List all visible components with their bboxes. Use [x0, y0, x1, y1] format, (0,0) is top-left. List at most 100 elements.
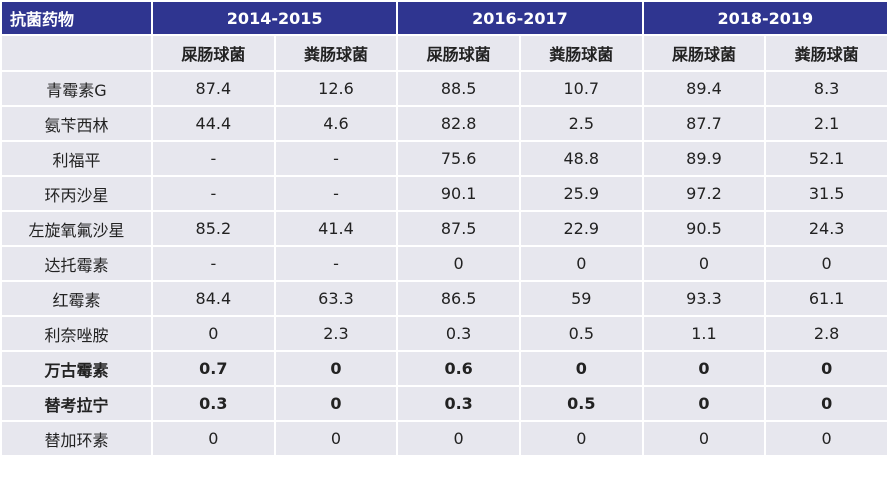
period-header: 2016-2017: [396, 0, 644, 36]
drug-name: 环丙沙星: [0, 175, 153, 212]
drug-name: 替加环素: [0, 420, 153, 457]
value-cell: 63.3: [273, 280, 399, 317]
value-cell: 22.9: [518, 210, 644, 247]
value-cell: 75.6: [396, 140, 521, 177]
value-cell: 59: [518, 280, 644, 317]
value-cell: 61.1: [764, 280, 889, 317]
value-cell: 0: [764, 350, 889, 387]
header-row: 抗菌药物 2014-2015 2016-2017 2018-2019: [0, 0, 889, 36]
value-cell: 90.1: [396, 175, 521, 212]
drug-name: 左旋氧氟沙星: [0, 210, 153, 247]
value-cell: 0.6: [396, 350, 521, 387]
value-cell: 0: [518, 245, 644, 282]
drug-name: 万古霉素: [0, 350, 153, 387]
value-cell: -: [273, 140, 399, 177]
value-cell: 87.7: [641, 105, 767, 142]
value-cell: -: [151, 140, 276, 177]
data-row: 青霉素G 87.4 12.6 88.5 10.7 89.4 8.3: [0, 70, 889, 107]
value-cell: -: [151, 245, 276, 282]
drug-name: 利福平: [0, 140, 153, 177]
value-cell: 25.9: [518, 175, 644, 212]
data-table: 抗菌药物 2014-2015 2016-2017 2018-2019 屎肠球菌 粪肠球…: [0, 0, 889, 457]
value-cell: 0: [518, 350, 644, 387]
drug-name: 达托霉素: [0, 245, 153, 282]
species-header: 屎肠球菌: [641, 34, 767, 72]
data-row: 达托霉素 - -0 0 0 0: [0, 245, 889, 282]
value-cell: 0: [764, 245, 889, 282]
value-cell: 1.1: [641, 315, 767, 352]
value-cell: 0: [273, 350, 399, 387]
value-cell: 0: [518, 420, 644, 457]
value-cell: 4.6: [273, 105, 399, 142]
value-cell: 0: [641, 245, 767, 282]
period-header: 2014-2015: [150, 0, 399, 36]
value-cell: 0.5: [518, 385, 644, 422]
value-cell: 41.4: [273, 210, 399, 247]
value-cell: 87.4: [151, 70, 276, 107]
data-row: 万古霉素 0.7 0 0.6 0 0 0: [0, 350, 889, 387]
value-cell: 97.2: [641, 175, 767, 212]
value-cell: 0.3: [396, 315, 521, 352]
value-cell: 52.1: [764, 140, 889, 177]
value-cell: 86.5: [396, 280, 521, 317]
value-cell: 24.3: [764, 210, 889, 247]
value-cell: 2.1: [764, 105, 889, 142]
data-row: 替加环素 0 0 0 0 0 0: [0, 420, 889, 457]
value-cell: 0: [641, 420, 767, 457]
value-cell: 0: [764, 420, 889, 457]
value-cell: 88.5: [396, 70, 521, 107]
species-header: 粪肠球菌: [518, 34, 644, 72]
value-cell: 0.3: [151, 385, 276, 422]
data-row: 红霉素 84.4 63.3 86.5 59 93.3 61.1: [0, 280, 889, 317]
table-body: 青霉素G 87.4 12.6 88.5 10.7 89.4 8.3 氨苄西林 44.4 4.6 82…: [0, 70, 889, 457]
value-cell: 89.4: [641, 70, 767, 107]
value-cell: 0: [151, 420, 276, 457]
empty-header: [0, 34, 153, 72]
drug-name: 红霉素: [0, 280, 153, 317]
value-cell: 2.5: [518, 105, 644, 142]
data-row: 环丙沙星 - -90.1 25.9 97.2 31.5: [0, 175, 889, 212]
value-cell: 31.5: [764, 175, 889, 212]
value-cell: 93.3: [641, 280, 767, 317]
subheader-row: 屎肠球菌 粪肠球菌 屎肠球菌 粪肠球菌 屎肠球菌 粪肠球菌: [0, 34, 889, 72]
species-header: 粪肠球菌: [764, 34, 889, 72]
data-row: 左旋氧氟沙星 85.2 41.4 87.5 22.9 90.5 24.3: [0, 210, 889, 247]
drug-name: 氨苄西林: [0, 105, 153, 142]
value-cell: 82.8: [396, 105, 521, 142]
value-cell: 87.5: [396, 210, 521, 247]
data-row: 替考拉宁 0.3 0 0.3 0.5 0 0: [0, 385, 889, 422]
value-cell: -: [151, 175, 276, 212]
value-cell: 2.8: [764, 315, 889, 352]
drug-name: 替考拉宁: [0, 385, 153, 422]
value-cell: 44.4: [151, 105, 276, 142]
value-cell: 12.6: [273, 70, 399, 107]
value-cell: 0: [641, 350, 767, 387]
value-cell: 0: [764, 385, 889, 422]
value-cell: -: [273, 245, 399, 282]
value-cell: 0.5: [518, 315, 644, 352]
value-cell: 8.3: [764, 70, 889, 107]
value-cell: 10.7: [518, 70, 644, 107]
value-cell: 89.9: [641, 140, 767, 177]
value-cell: 0.3: [396, 385, 521, 422]
data-row: 利福平 - -75.6 48.8 89.9 52.1: [0, 140, 889, 177]
data-row: 氨苄西林 44.4 4.6 82.8 2.5 87.7 2.1: [0, 105, 889, 142]
value-cell: 0: [396, 245, 521, 282]
value-cell: 0.7: [151, 350, 276, 387]
value-cell: 85.2: [151, 210, 276, 247]
value-cell: 84.4: [151, 280, 276, 317]
value-cell: 0: [396, 420, 521, 457]
value-cell: -: [273, 175, 399, 212]
value-cell: 0: [151, 315, 276, 352]
value-cell: 0: [273, 420, 399, 457]
drug-name: 青霉素G: [0, 70, 153, 107]
value-cell: 48.8: [518, 140, 644, 177]
drug-name: 利奈唑胺: [0, 315, 153, 352]
period-header: 2018-2019: [641, 0, 889, 36]
corner-header: 抗菌药物: [0, 0, 153, 36]
species-header: 屎肠球菌: [151, 34, 276, 72]
data-row: 利奈唑胺 0 2.3 0.3 0.5 1.1 2.8: [0, 315, 889, 352]
value-cell: 90.5: [641, 210, 767, 247]
species-header: 粪肠球菌: [273, 34, 399, 72]
